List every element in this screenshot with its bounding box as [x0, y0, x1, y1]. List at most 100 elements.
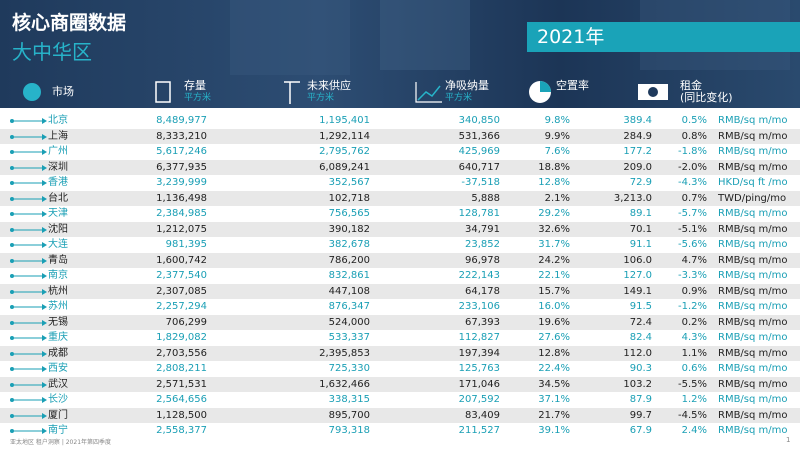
cell-city: 重庆	[48, 332, 68, 343]
table-row: 重庆 1,829,082 533,337 112,827 27.6% 82.4 4.3% RM…	[0, 330, 800, 346]
cell-rent-change: 1.1%	[681, 347, 707, 359]
table-row: 南京 2,377,540 832,861 222,143 22.1% 127.0 -3.3%…	[0, 268, 800, 284]
cell-vacancy: 27.6%	[538, 332, 570, 343]
cell-rent-unit: RMB/sq m/mo	[718, 285, 788, 297]
cell-vacancy: 16.0%	[538, 301, 570, 312]
table-row: 广州 5,617,246 2,795,762 425,969 7.6% 177.2 -1.8…	[0, 144, 800, 160]
cell-net-absorption: 34,791	[465, 223, 500, 235]
cell-net-absorption: 197,394	[458, 347, 500, 359]
footer: 亚太地区 租户洞察 | 2021年第四季度	[10, 439, 112, 446]
row-arrow	[10, 195, 47, 202]
cell-rent: 103.2	[623, 378, 652, 390]
cell-vacancy: 31.7%	[538, 239, 570, 250]
cell-vacancy: 22.4%	[538, 363, 570, 374]
cell-net-absorption: 531,366	[458, 130, 500, 142]
header-icons	[23, 0, 790, 104]
table-row: 深圳 6,377,935 6,089,241 640,717 18.8% 209.0 -2.…	[0, 159, 800, 175]
header-label: 未来供应	[307, 79, 351, 92]
cell-rent: 91.1	[629, 239, 652, 250]
cell-rent-change: -4.3%	[677, 177, 707, 188]
row-arrow	[10, 335, 47, 341]
row-arrow	[10, 428, 47, 434]
cell-city: 武汉	[48, 378, 68, 390]
cell-vacancy: 37.1%	[538, 394, 570, 405]
header-banner	[0, 0, 800, 108]
cell-net-absorption: 125,763	[458, 363, 500, 374]
cell-future-supply: 338,315	[328, 394, 370, 405]
table-row: 武汉 2,571,531 1,632,466 171,046 34.5% 103.2 -5.…	[0, 376, 800, 392]
table-row: 南宁 2,558,377 793,318 211,527 39.1% 67.9 2.4% RM…	[0, 423, 800, 439]
cell-future-supply: 793,318	[328, 425, 370, 436]
row-arrow	[10, 118, 47, 124]
cell-rent: 209.0	[623, 161, 652, 173]
header-label: 净吸纳量	[445, 79, 489, 92]
row-arrow	[10, 381, 47, 388]
cell-vacancy: 32.6%	[538, 223, 570, 235]
row-arrow	[10, 319, 47, 326]
table-row: 西安 2,808,211 725,330 125,763 22.4% 90.3 0.6% RM…	[0, 361, 800, 377]
header-label: 租金	[680, 79, 702, 92]
cell-city: 成都	[48, 347, 68, 359]
cell-rent: 149.1	[623, 285, 652, 297]
cell-city: 天津	[48, 208, 68, 219]
cell-net-absorption: 211,527	[458, 425, 500, 436]
table-row: 香港 3,239,999 352,567 -37,518 12.8% 72.9 -4.3% H…	[0, 175, 800, 191]
cell-rent-unit: RMB/sq m/mo	[718, 347, 788, 359]
cell-rent: 89.1	[629, 208, 652, 219]
cell-rent-change: -3.3%	[677, 270, 707, 281]
cell-stock: 706,299	[165, 316, 207, 328]
cell-rent-unit: RMB/sq m/mo	[718, 161, 788, 173]
cell-rent: 99.7	[629, 409, 652, 421]
cell-net-absorption: 340,850	[458, 115, 500, 126]
cell-future-supply: 2,795,762	[319, 146, 370, 157]
table-row: 大连 981,395 382,678 23,852 31.7% 91.1 -5.6% RMB/…	[0, 237, 800, 253]
cell-city: 无锡	[48, 316, 68, 328]
table-body: 北京 8,489,977 1,195,401 340,850 9.8% 389.4 0.5%…	[0, 113, 800, 439]
table-row: 苏州 2,257,294 876,347 233,106 16.0% 91.5 -1.2% R…	[0, 299, 800, 315]
row-arrow	[10, 288, 47, 295]
cell-stock: 1,829,082	[156, 332, 207, 343]
cell-rent-unit: RMB/sq m/mo	[718, 130, 788, 142]
cell-city: 苏州	[48, 301, 68, 312]
cell-rent-change: 2.4%	[681, 425, 707, 436]
cell-vacancy: 9.9%	[544, 130, 570, 142]
cell-city: 大连	[48, 239, 68, 250]
cell-net-absorption: 640,717	[458, 161, 500, 173]
cell-rent: 106.0	[623, 254, 652, 266]
column-header: 租金 (同比变化)	[680, 80, 733, 104]
cell-rent-change: -2.0%	[677, 161, 707, 173]
cell-city: 南京	[48, 270, 68, 281]
cell-net-absorption: 23,852	[465, 239, 500, 250]
cell-vacancy: 22.1%	[538, 270, 570, 281]
cell-rent: 87.9	[629, 394, 652, 405]
row-arrow	[10, 412, 47, 419]
cell-rent-change: -5.1%	[677, 223, 707, 235]
cell-stock: 2,564,656	[156, 394, 207, 405]
row-arrow	[10, 164, 47, 171]
cell-vacancy: 15.7%	[538, 285, 570, 297]
cell-rent: 91.5	[629, 301, 652, 312]
cell-rent: 389.4	[623, 115, 652, 126]
table-row: 上海 8,333,210 1,292,114 531,366 9.9% 284.9 0.8%…	[0, 128, 800, 144]
column-header: 未来供应 平方米	[307, 80, 351, 104]
table-row: 厦门 1,128,500 895,700 83,409 21.7% 99.7 -4.5% RM…	[0, 407, 800, 423]
column-header: 存量 平方米	[184, 80, 211, 104]
column-header: 空置率	[556, 80, 589, 92]
cell-city: 厦门	[48, 409, 68, 421]
cell-stock: 5,617,246	[156, 146, 207, 157]
cell-net-absorption: -37,518	[461, 177, 500, 188]
row-arrow	[10, 366, 47, 372]
cell-rent-change: 0.6%	[681, 363, 707, 374]
cell-net-absorption: 5,888	[471, 192, 500, 204]
cell-stock: 2,307,085	[156, 285, 207, 297]
cell-stock: 2,377,540	[156, 270, 207, 281]
header-unit: 平方米	[445, 93, 473, 103]
cell-net-absorption: 128,781	[458, 208, 500, 219]
cell-stock: 2,384,985	[156, 208, 207, 219]
cell-vacancy: 7.6%	[544, 146, 570, 157]
cell-rent-change: -1.2%	[677, 301, 707, 312]
cell-stock: 1,136,498	[156, 192, 207, 204]
cell-future-supply: 725,330	[328, 363, 370, 374]
table-row: 无锡 706,299 524,000 67,393 19.6% 72.4 0.2% RMB/s…	[0, 314, 800, 330]
cell-rent: 90.3	[629, 363, 652, 374]
